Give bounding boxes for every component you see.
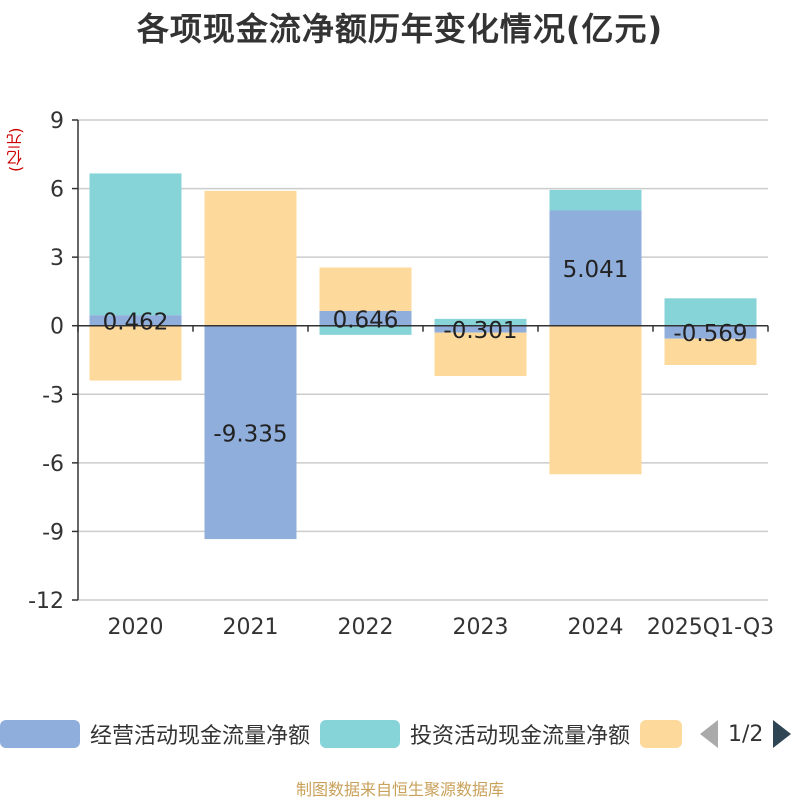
y-tick-label: -9	[42, 520, 64, 545]
chart-title: 各项现金流净额历年变化情况(亿元)	[136, 10, 664, 48]
bar-operating-2021	[204, 325, 297, 540]
bar-operating-2024	[549, 210, 642, 326]
bar-financing-2024	[549, 325, 642, 475]
legend-item-financing[interactable]	[640, 716, 682, 752]
data-label-2020: 0.462	[103, 309, 169, 335]
x-tick-label: 2022	[338, 615, 394, 640]
data-source-note: 制图数据来自恒生聚源数据库	[295, 780, 504, 799]
bar-financing-2025Q1-Q3	[664, 338, 757, 366]
bar-operating-2022	[319, 310, 412, 326]
legend-item-operating[interactable]: 经营活动现金流量净额	[0, 716, 310, 752]
data-label-2021: -9.335	[213, 421, 287, 447]
bar-financing-2021	[204, 190, 297, 326]
data-label-2023: -0.301	[443, 318, 517, 344]
legend-label-operating: 经营活动现金流量净额	[90, 724, 311, 749]
legend: 经营活动现金流量净额 投资活动现金流量净额 1/2	[0, 716, 800, 756]
bar-chart: 9 6 3 0 -3 -6 -9 -12 0.462 -9.335 0.646 -0.301 5.041…	[28, 109, 774, 640]
x-tick-label: 2023	[453, 615, 509, 640]
legend-prev-page-icon[interactable]	[700, 720, 718, 748]
x-tick-label: 2024	[568, 615, 624, 640]
bar-investing-2020	[89, 173, 182, 316]
bar-operating-2023	[434, 325, 527, 333]
legend-item-investing[interactable]: 投资活动现金流量净额	[320, 716, 630, 752]
bar-financing-2023	[434, 332, 527, 377]
x-tick-label: 2025Q1-Q3	[647, 615, 774, 640]
data-label-2024: 5.041	[563, 257, 629, 283]
x-tick-label: 2020	[108, 615, 164, 640]
y-tick-label: -3	[42, 383, 64, 408]
legend-swatch-financing	[640, 720, 682, 748]
legend-pager: 1/2	[700, 716, 792, 752]
y-tick-label: 0	[50, 315, 64, 340]
bar-investing-2022	[319, 325, 412, 335]
bar-investing-2025Q1-Q3	[664, 298, 757, 326]
bar-operating-2025Q1-Q3	[664, 325, 757, 339]
bar-investing-2023	[434, 318, 527, 326]
legend-page-indicator: 1/2	[728, 721, 764, 747]
y-tick-label: 9	[50, 109, 64, 134]
legend-label-investing: 投资活动现金流量净额	[410, 724, 631, 749]
x-tick-label: 2021	[223, 615, 279, 640]
legend-swatch-operating	[0, 720, 80, 748]
data-label-2025Q1-Q3: -0.569	[673, 321, 747, 347]
bar-operating-2020	[89, 315, 182, 326]
y-tick-label: -12	[28, 589, 64, 614]
y-tick-label: 6	[50, 178, 64, 203]
bar-financing-2022	[319, 267, 412, 311]
bar-investing-2024	[549, 189, 642, 211]
y-tick-label: -6	[42, 452, 64, 477]
legend-swatch-investing	[320, 720, 400, 748]
bar-financing-2020	[89, 325, 182, 381]
legend-next-page-icon[interactable]	[773, 720, 792, 748]
data-label-2022: 0.646	[333, 307, 399, 333]
y-tick-label: 3	[50, 246, 64, 271]
